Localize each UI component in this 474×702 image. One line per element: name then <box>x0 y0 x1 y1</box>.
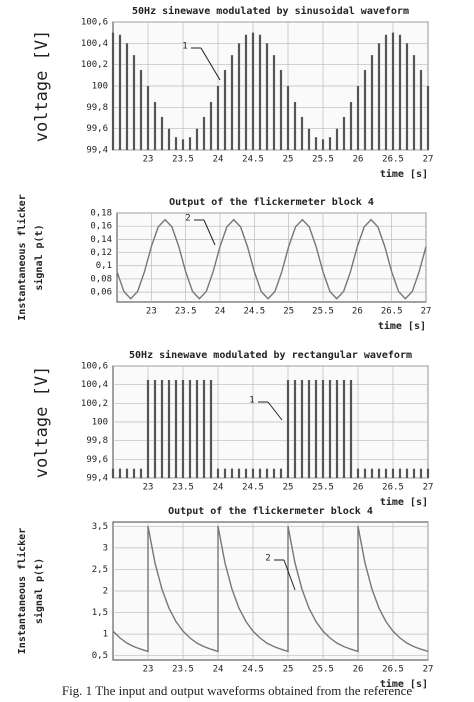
x-tick-label: 24.5 <box>242 155 264 165</box>
x-tick-label: 23 <box>143 155 154 165</box>
y-tick-label: 0,5 <box>92 651 108 661</box>
x-tick-label: 26 <box>353 665 364 675</box>
annotation-leader <box>203 219 216 246</box>
plot-area <box>116 212 427 303</box>
annotation: 2 <box>265 554 270 564</box>
y-tick-label: 0,18 <box>90 209 112 219</box>
x-tick-label: 25.5 <box>312 307 334 317</box>
x-tick-label: 24 <box>215 307 226 317</box>
x-tick-label: 26 <box>353 483 364 493</box>
y-axis-label: Instantaneous flicker <box>16 194 28 320</box>
x-tick-label: 23.5 <box>172 483 194 493</box>
annotation: 2 <box>185 214 190 224</box>
y-axis-label: signal p(t) <box>33 558 45 624</box>
y-tick-label: 99,8 <box>86 103 108 113</box>
x-axis-label: time [s] <box>378 320 426 332</box>
series-line <box>116 218 427 300</box>
y-tick-label: 100 <box>92 418 108 428</box>
x-axis-label: time [s] <box>380 496 428 508</box>
y-tick-label: 0,06 <box>90 288 112 298</box>
x-tick-label: 23 <box>146 307 157 317</box>
y-tick-label: 0,16 <box>90 222 112 232</box>
annotation: 1 <box>249 396 254 406</box>
y-tick-label: 100,2 <box>81 399 108 409</box>
y-tick-label: 0,14 <box>90 235 112 245</box>
caption: Fig. 1 The input and output waveforms ob… <box>62 683 413 698</box>
x-axis-label: time [s] <box>380 678 428 690</box>
x-tick-label: 27 <box>423 665 434 675</box>
x-tick-label: 23.5 <box>172 155 194 165</box>
y-tick-label: 100,6 <box>81 18 108 28</box>
y-tick-label: 1 <box>103 630 108 640</box>
x-tick-label: 27 <box>423 483 434 493</box>
x-tick-label: 23 <box>143 483 154 493</box>
x-tick-label: 25.5 <box>312 483 334 493</box>
x-tick-label: 26 <box>353 155 364 165</box>
chart-title: 50Hz sinewave modulated by sinusoidal wa… <box>132 5 409 17</box>
y-tick-label: 3,5 <box>92 522 108 532</box>
annotation-leader <box>200 47 221 81</box>
y-tick-label: 2,5 <box>92 565 108 575</box>
y-tick-label: 0,12 <box>90 248 112 258</box>
x-tick-label: 27 <box>421 307 432 317</box>
y-tick-label: 99,6 <box>86 455 108 465</box>
x-tick-label: 25.5 <box>312 665 334 675</box>
y-tick-label: 99,6 <box>86 124 108 134</box>
x-tick-label: 24.5 <box>242 665 264 675</box>
x-tick-label: 26 <box>352 307 363 317</box>
chart-title: 50Hz sinewave modulated by rectangular w… <box>129 349 412 361</box>
annotation-leader <box>267 401 283 421</box>
x-tick-label: 24 <box>213 483 224 493</box>
x-axis-label: time [s] <box>380 168 428 180</box>
y-axis-label: signal p(t) <box>33 224 45 290</box>
annotation-leader <box>283 559 296 591</box>
x-tick-label: 25 <box>283 483 294 493</box>
x-tick-label: 26.5 <box>382 155 404 165</box>
x-tick-label: 25 <box>283 665 294 675</box>
x-tick-label: 23.5 <box>175 307 197 317</box>
x-tick-label: 26.5 <box>382 665 404 675</box>
y-tick-label: 100,4 <box>81 380 108 390</box>
x-tick-label: 23 <box>143 665 154 675</box>
x-tick-label: 25.5 <box>312 155 334 165</box>
y-tick-label: 2 <box>103 587 108 597</box>
x-tick-label: 24 <box>213 665 224 675</box>
y-tick-label: 3 <box>103 543 108 553</box>
x-tick-label: 24.5 <box>243 307 265 317</box>
y-axis-label: Instantaneous flicker <box>16 528 28 654</box>
x-tick-label: 25 <box>283 155 294 165</box>
y-tick-label: 100,6 <box>81 362 108 372</box>
y-tick-label: 99,8 <box>86 436 108 446</box>
chart-title: Output of the flickermeter block 4 <box>169 196 374 208</box>
y-axis-label: voltage [V] <box>32 30 52 143</box>
series-line <box>112 526 429 653</box>
annotation: 1 <box>182 42 187 52</box>
chart-title: Output of the flickermeter block 4 <box>168 505 373 517</box>
x-tick-label: 24.5 <box>242 483 264 493</box>
y-tick-label: 100,4 <box>81 39 108 49</box>
x-tick-label: 27 <box>423 155 434 165</box>
y-tick-label: 100,2 <box>81 60 108 70</box>
y-tick-label: 1,5 <box>92 608 108 618</box>
x-tick-label: 24 <box>213 155 224 165</box>
y-tick-label: 99,4 <box>86 474 108 484</box>
y-tick-label: 99,4 <box>86 146 108 156</box>
x-tick-label: 26.5 <box>382 483 404 493</box>
y-axis-label: voltage [V] <box>32 366 52 479</box>
y-tick-label: 0,1 <box>96 261 112 271</box>
y-tick-label: 0,08 <box>90 274 112 284</box>
x-tick-label: 26.5 <box>381 307 403 317</box>
x-tick-label: 25 <box>283 307 294 317</box>
x-tick-label: 23.5 <box>172 665 194 675</box>
y-tick-label: 100 <box>92 82 108 92</box>
